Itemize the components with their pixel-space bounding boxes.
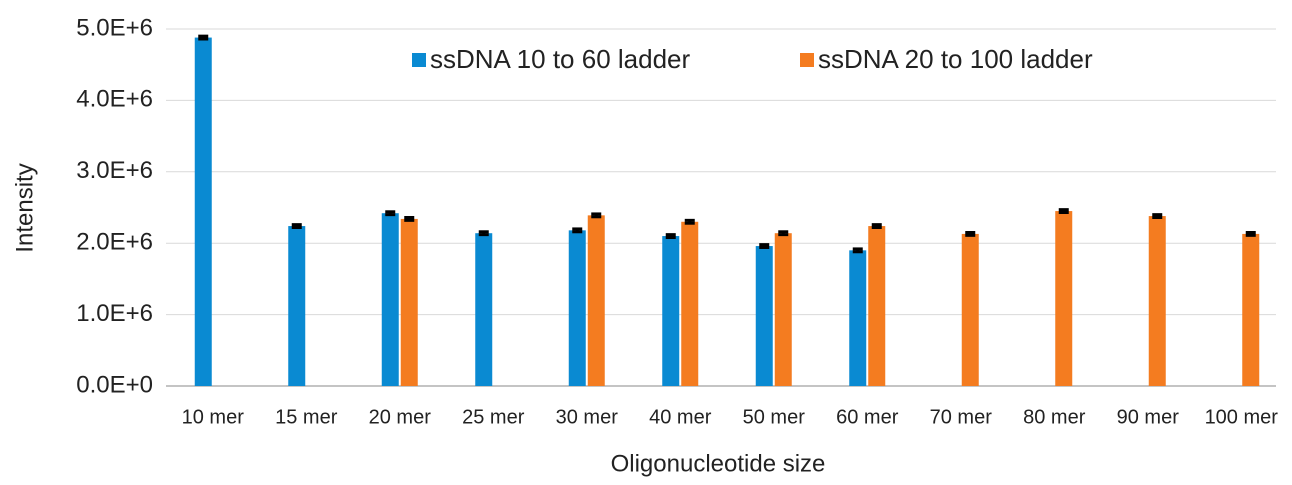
bar — [475, 233, 493, 386]
bar — [1242, 233, 1260, 386]
bar — [1055, 211, 1073, 386]
error-bar — [759, 243, 770, 249]
x-tick-label: 40 mer — [649, 406, 712, 428]
legend-label: ssDNA 10 to 60 ladder — [430, 44, 690, 74]
legend-label: ssDNA 20 to 100 ladder — [818, 44, 1093, 74]
y-tick-label: 2.0E+6 — [76, 229, 153, 256]
x-axis-title: Oligonucleotide size — [611, 450, 826, 477]
y-tick-label: 5.0E+6 — [76, 14, 153, 41]
x-tick-label: 90 mer — [1117, 406, 1180, 428]
error-bar — [778, 230, 789, 237]
error-bar — [404, 215, 415, 222]
error-bar — [385, 210, 396, 217]
error-bar — [852, 247, 863, 254]
error-bar — [198, 34, 209, 41]
bar — [849, 250, 867, 386]
legend-swatch — [412, 53, 426, 67]
bar — [587, 215, 605, 386]
y-axis-title: Intensity — [11, 163, 38, 252]
x-tick-label: 80 mer — [1023, 406, 1086, 428]
bar — [400, 218, 418, 386]
legend-swatch — [800, 53, 814, 67]
x-tick-label: 25 mer — [462, 406, 525, 428]
bar — [774, 233, 792, 386]
error-bar — [871, 223, 882, 229]
x-tick-label: 60 mer — [836, 406, 899, 428]
error-bar — [1245, 230, 1256, 237]
x-tick-label: 30 mer — [556, 406, 619, 428]
bar — [662, 236, 680, 386]
x-tick-label: 70 mer — [930, 406, 993, 428]
x-tick-label: 10 mer — [182, 406, 245, 428]
bar — [961, 233, 979, 386]
error-bar — [291, 223, 302, 229]
error-bar — [478, 230, 489, 237]
bar — [755, 246, 773, 386]
x-tick-label: 15 mer — [275, 406, 338, 428]
y-tick-label: 1.0E+6 — [76, 300, 153, 327]
error-bar — [1058, 208, 1069, 214]
error-bar — [1152, 213, 1163, 219]
error-bar — [684, 218, 695, 225]
bar — [1148, 216, 1166, 386]
y-tick-label: 0.0E+0 — [76, 371, 153, 398]
x-tick-label: 50 mer — [743, 406, 806, 428]
bar — [381, 213, 399, 386]
bar — [288, 226, 306, 386]
bar — [568, 230, 586, 386]
bar — [681, 221, 699, 386]
error-bar — [665, 233, 676, 239]
x-tick-label: 20 mer — [369, 406, 432, 428]
error-bar — [591, 212, 602, 219]
y-tick-label: 3.0E+6 — [76, 157, 153, 184]
error-bar — [965, 230, 976, 237]
error-bar — [572, 227, 583, 234]
bar — [868, 226, 886, 386]
bar — [194, 37, 212, 387]
x-tick-label: 100 mer — [1205, 406, 1279, 428]
y-tick-label: 4.0E+6 — [76, 86, 153, 113]
